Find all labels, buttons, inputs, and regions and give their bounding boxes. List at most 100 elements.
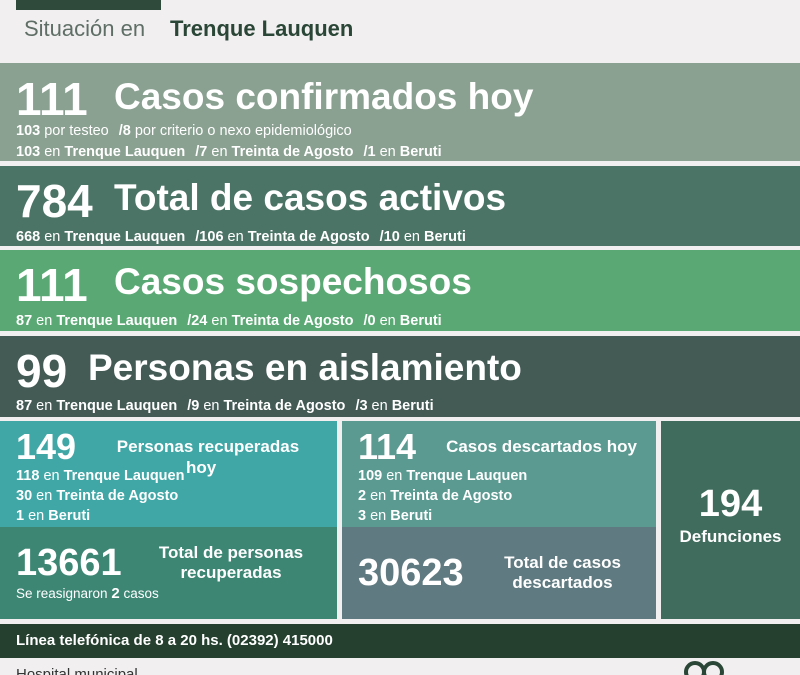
discarded-total-count: 30623 [358, 552, 464, 594]
recovered-note-count: 2 [111, 585, 120, 602]
en-label: en [386, 468, 403, 484]
isolation-tl-label: Trenque Lauquen [56, 398, 178, 414]
suspected-ta-count: /24 [187, 313, 208, 329]
confirmed-cases-panel: 111 Casos confirmados hoy 103 por testeo… [0, 63, 800, 161]
suspected-city-breakdown: 87 en Trenque Lauquen /24 en Treinta de A… [16, 313, 442, 329]
en-label: en [36, 313, 53, 329]
active-be-count: /10 [379, 229, 400, 245]
discarded-today-ta-count: 2 [358, 488, 367, 504]
confirmed-city-breakdown: 103 en Trenque Lauquen /7 en Treinta de A… [16, 144, 442, 160]
active-cases-panel: 784 Total de casos activos 668 en Trenqu… [0, 166, 800, 246]
confirmed-criteria-label: por criterio o nexo epidemiológico [134, 123, 352, 139]
confirmed-ta-count: /7 [195, 144, 208, 160]
recovered-total-count: 13661 [16, 542, 122, 584]
discarded-total-title-line2: descartados [512, 572, 613, 592]
top-accent-bar [16, 0, 161, 10]
active-title: Total de casos activos [114, 177, 507, 218]
recovered-today-title: Personas recuperadas [108, 437, 308, 457]
recovered-today-title-line2: hoy [186, 458, 217, 477]
en-label: en [379, 144, 396, 160]
en-label: en [371, 398, 388, 414]
isolation-count: 99 [16, 345, 68, 397]
header-situacion: Situación en [24, 16, 146, 41]
recovered-today-be-label: Beruti [48, 508, 91, 524]
isolation-tl-count: 87 [16, 398, 33, 414]
deaths-label: Defunciones [679, 527, 782, 546]
en-label: en [227, 229, 244, 245]
en-label: en [211, 313, 228, 329]
en-label: en [36, 488, 53, 504]
discarded-today-be: 3 en Beruti [358, 508, 432, 524]
suspected-tl-label: Trenque Lauquen [56, 313, 178, 329]
en-label: en [36, 398, 53, 414]
confirmed-testing-label: por testeo [44, 123, 109, 139]
discarded-today-tl: 109 en Trenque Lauquen [358, 468, 527, 484]
isolation-ta-count: /9 [187, 398, 200, 414]
recovered-total-title: Total de personas recuperadas [150, 543, 312, 582]
suspected-be-label: Beruti [399, 313, 442, 329]
en-label: en [403, 229, 420, 245]
isolation-ta-label: Treinta de Agosto [223, 398, 346, 414]
suspected-count: 111 [16, 259, 88, 311]
hospital-label: Hospital municipal [16, 666, 138, 675]
active-tl-count: 668 [16, 229, 41, 245]
municipal-logo-icon [684, 661, 724, 675]
recovered-today-ta-label: Treinta de Agosto [56, 488, 179, 504]
active-count: 784 [16, 175, 93, 227]
suspected-title: Casos sospechosos [114, 261, 472, 302]
active-ta-label: Treinta de Agosto [247, 229, 370, 245]
recovered-today-count: 149 [16, 426, 77, 467]
deaths-count: 194 [698, 483, 763, 525]
confirmed-tl-count: 103 [16, 144, 41, 160]
confirmed-count: 111 [16, 73, 88, 125]
confirmed-testing-count: 103 [16, 123, 41, 139]
recovered-today-panel: 149 Personas recuperadas hoy 118 en Tren… [0, 421, 337, 527]
header-city: Trenque Lauquen [170, 16, 354, 41]
phone-line-text: Línea telefónica de 8 a 20 hs. (02392) 4… [16, 632, 333, 649]
discarded-total-panel: 30623 Total de casos descartados [342, 527, 656, 619]
recovered-today-tl-label: Trenque Lauquen [63, 468, 185, 484]
footer: Hospital municipal [0, 658, 800, 675]
confirmed-be-count: /1 [363, 144, 376, 160]
isolation-be-count: /3 [355, 398, 368, 414]
en-label: en [44, 144, 61, 160]
en-label: en [370, 508, 387, 524]
discarded-total-title-line1: Total de casos [504, 553, 621, 572]
isolation-be-label: Beruti [391, 398, 434, 414]
discarded-today-count: 114 [358, 426, 417, 467]
en-label: en [211, 144, 228, 160]
recovered-today-tl-count: 118 [16, 468, 40, 484]
confirmed-be-label: Beruti [399, 144, 442, 160]
active-be-label: Beruti [423, 229, 466, 245]
discarded-today-title: Casos descartados hoy [446, 437, 637, 456]
phone-bar: Línea telefónica de 8 a 20 hs. (02392) 4… [0, 624, 800, 658]
recovered-today-be: 1 en Beruti [16, 508, 90, 524]
recovered-note-suffix: casos [123, 586, 159, 601]
recovered-today-title-line1: Personas recuperadas [116, 437, 300, 456]
suspected-tl-count: 87 [16, 313, 33, 329]
discarded-today-tl-count: 109 [358, 468, 383, 484]
confirmed-ta-label: Treinta de Agosto [231, 144, 354, 160]
confirmed-method-breakdown: 103 por testeo /8 por criterio o nexo epi… [16, 123, 352, 139]
confirmed-tl-label: Trenque Lauquen [64, 144, 186, 160]
isolation-city-breakdown: 87 en Trenque Lauquen /9 en Treinta de Ag… [16, 398, 434, 414]
recovered-total-title-line1: Total de personas [158, 543, 304, 562]
recovered-total-note: Se reasignaron 2 casos [16, 585, 159, 602]
suspected-be-count: /0 [363, 313, 376, 329]
discarded-today-ta: 2 en Treinta de Agosto [358, 488, 512, 504]
recovered-total-panel: 13661 Total de personas recuperadas Se r… [0, 527, 337, 619]
active-tl-label: Trenque Lauquen [64, 229, 186, 245]
en-label: en [44, 229, 61, 245]
recovered-total-title-line2: recuperadas [180, 562, 282, 582]
discarded-today-be-count: 3 [358, 508, 367, 524]
en-label: en [43, 468, 60, 484]
recovered-today-be-count: 1 [16, 508, 25, 524]
discarded-today-ta-label: Treinta de Agosto [390, 488, 513, 504]
en-label: en [379, 313, 396, 329]
discarded-today-panel: 114 Casos descartados hoy 109 en Trenque… [342, 421, 656, 527]
en-label: en [203, 398, 220, 414]
en-label: en [370, 488, 387, 504]
recovered-today-tl: 118 en Trenque Lauquen [16, 468, 184, 484]
suspected-ta-label: Treinta de Agosto [231, 313, 354, 329]
discarded-total-title: Total de casos descartados [490, 553, 635, 592]
